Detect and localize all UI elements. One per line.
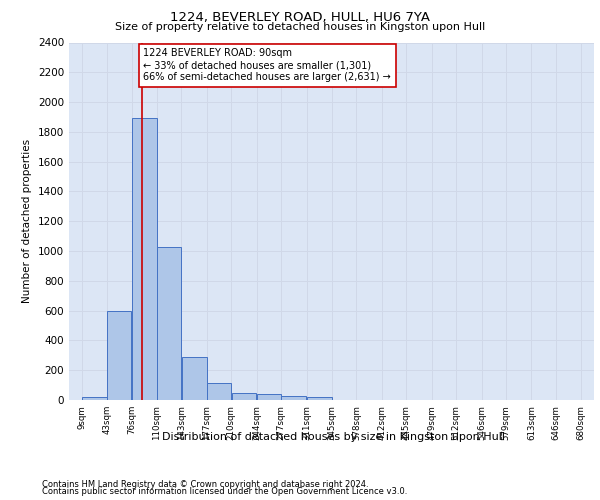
Bar: [182, 357, 206, 400]
Bar: [232, 392, 256, 400]
Y-axis label: Number of detached properties: Number of detached properties: [22, 139, 32, 304]
Bar: [207, 383, 231, 400]
Bar: [257, 394, 281, 400]
Text: Contains HM Land Registry data © Crown copyright and database right 2024.: Contains HM Land Registry data © Crown c…: [42, 480, 368, 489]
Text: Contains public sector information licensed under the Open Government Licence v3: Contains public sector information licen…: [42, 487, 407, 496]
Bar: [307, 397, 332, 400]
Bar: [132, 118, 157, 400]
Bar: [157, 246, 181, 400]
Bar: [281, 396, 307, 400]
Bar: [107, 310, 131, 400]
Text: 1224, BEVERLEY ROAD, HULL, HU6 7YA: 1224, BEVERLEY ROAD, HULL, HU6 7YA: [170, 11, 430, 24]
Text: Distribution of detached houses by size in Kingston upon Hull: Distribution of detached houses by size …: [161, 432, 505, 442]
Bar: [82, 397, 107, 400]
Text: 1224 BEVERLEY ROAD: 90sqm
← 33% of detached houses are smaller (1,301)
66% of se: 1224 BEVERLEY ROAD: 90sqm ← 33% of detac…: [143, 48, 391, 82]
Text: Size of property relative to detached houses in Kingston upon Hull: Size of property relative to detached ho…: [115, 22, 485, 32]
